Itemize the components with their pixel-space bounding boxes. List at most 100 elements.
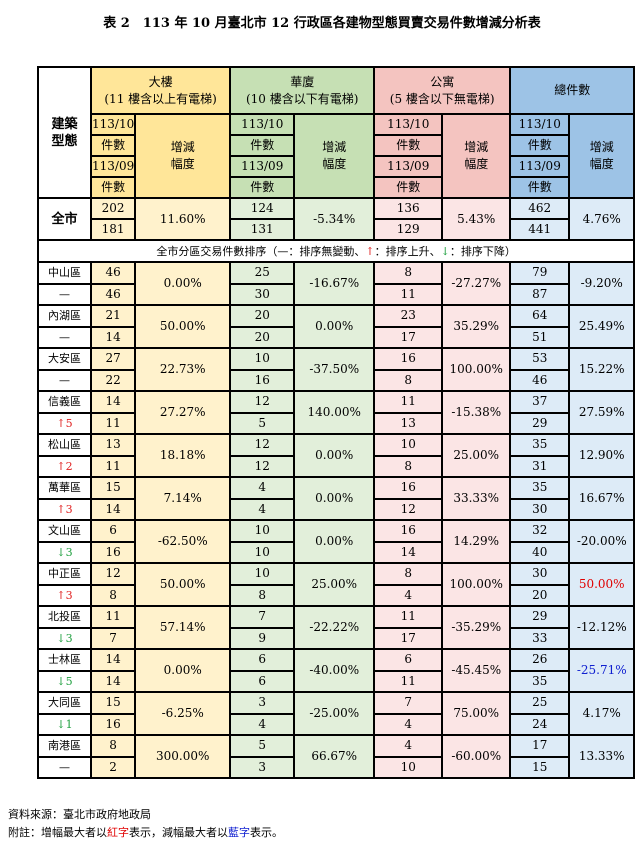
district-name: 信義區 bbox=[37, 390, 92, 414]
mansion-change: 0.00% bbox=[293, 304, 376, 349]
mansion-count: 5 bbox=[229, 411, 296, 435]
tower-change-header: 增減 幅度 bbox=[134, 113, 232, 199]
total-count: 40 bbox=[509, 540, 571, 564]
table-row: 北投區 11 57.14% 7 -22.22% 11 -35.29% 29 -12.12% bbox=[37, 605, 636, 650]
apartment-count: 11 bbox=[373, 390, 444, 414]
district-name: 文山區 bbox=[37, 519, 92, 543]
mansion-change: 25.00% bbox=[293, 562, 376, 607]
mansion-count: 6 bbox=[229, 669, 296, 693]
apartment-count: 11 bbox=[373, 669, 444, 693]
tower-period-label: 件數 bbox=[89, 134, 137, 157]
tower-count: 27 bbox=[89, 347, 137, 371]
mansion-change: -37.50% bbox=[293, 347, 376, 392]
district-name: 南港區 bbox=[37, 734, 92, 758]
total-change: 4.17% bbox=[568, 691, 636, 736]
rank-change: ↑3 bbox=[37, 583, 92, 607]
total-change: 16.67% bbox=[568, 476, 636, 521]
transaction-table: 建築 型態 大樓 (11 樓含以上有電梯) 華廈 (10 樓含以下有電梯) 公寓 (5 … bbox=[36, 66, 636, 779]
tower-count: 16 bbox=[89, 540, 137, 564]
apartment-count: 16 bbox=[373, 476, 444, 500]
tower-count: 16 bbox=[89, 712, 137, 736]
apartment-change: -15.38% bbox=[441, 390, 512, 435]
total-count: 15 bbox=[509, 755, 571, 779]
rank-change: ↓5 bbox=[37, 669, 92, 693]
mansion-count: 12 bbox=[229, 433, 296, 457]
tower-count: 46 bbox=[89, 282, 137, 306]
total-change: 27.59% bbox=[568, 390, 636, 435]
mansion-period-label: 113/09 bbox=[229, 155, 296, 178]
group-header-tower: 大樓 (11 樓含以上有電梯) bbox=[89, 66, 232, 115]
apartment-count: 8 bbox=[373, 261, 444, 285]
apartment-count: 17 bbox=[373, 626, 444, 650]
tower-count: 14 bbox=[89, 390, 137, 414]
apartment-count: 129 bbox=[373, 218, 444, 241]
tower-count: 14 bbox=[89, 648, 137, 672]
apartment-period-label: 件數 bbox=[373, 176, 444, 199]
table-row: —2 3 10 15 bbox=[37, 755, 634, 779]
apartment-period-label: 113/10 bbox=[373, 113, 444, 136]
group-header-total: 總件數 bbox=[509, 66, 636, 115]
total-count: 31 bbox=[509, 454, 571, 478]
total-count: 17 bbox=[509, 734, 571, 758]
mansion-change-header: 增減 幅度 bbox=[293, 113, 376, 199]
tower-count: 14 bbox=[89, 669, 137, 693]
mansion-change: 0.00% bbox=[293, 433, 376, 478]
total-count: 79 bbox=[509, 261, 571, 285]
total-period-label: 113/09 bbox=[509, 155, 571, 178]
tower-change: 0.00% bbox=[134, 648, 232, 693]
tower-count: 11 bbox=[89, 411, 137, 435]
total-change: -12.12% bbox=[568, 605, 636, 650]
tower-change: 50.00% bbox=[134, 562, 232, 607]
table-row: 大安區 27 22.73% 10 -37.50% 16 100.00% 53 15.22% bbox=[37, 347, 636, 392]
rank-change: ↓3 bbox=[37, 540, 92, 564]
tower-period-label: 113/10 bbox=[89, 113, 137, 136]
total-count: 25 bbox=[509, 691, 571, 715]
apartment-change-header: 增減 幅度 bbox=[441, 113, 512, 199]
total-count: 29 bbox=[509, 411, 571, 435]
tower-count: 6 bbox=[89, 519, 137, 543]
total-count: 37 bbox=[509, 390, 571, 414]
tower-change: 57.14% bbox=[134, 605, 232, 650]
table-row: ↓5 14 6 11 35 bbox=[37, 669, 634, 693]
total-count: 462 bbox=[509, 197, 571, 220]
rank-change: ↑2 bbox=[37, 454, 92, 478]
apartment-change: 5.43% bbox=[441, 197, 512, 241]
mansion-count: 4 bbox=[229, 497, 296, 521]
tower-change: 18.18% bbox=[134, 433, 232, 478]
apartment-count: 23 bbox=[373, 304, 444, 328]
apartment-count: 4 bbox=[373, 734, 444, 758]
mansion-period-label: 件數 bbox=[229, 176, 296, 199]
mansion-change: 140.00% bbox=[293, 390, 376, 435]
tower-count: 15 bbox=[89, 691, 137, 715]
tower-change: 11.60% bbox=[134, 197, 232, 241]
apartment-count: 14 bbox=[373, 540, 444, 564]
total-change: 25.49% bbox=[568, 304, 636, 349]
tower-count: 21 bbox=[89, 304, 137, 328]
mansion-count: 20 bbox=[229, 304, 296, 328]
rank-change: ↑5 bbox=[37, 411, 92, 435]
tower-count: 11 bbox=[89, 454, 137, 478]
apartment-count: 10 bbox=[373, 433, 444, 457]
mansion-count: 7 bbox=[229, 605, 296, 629]
note-text: 附註：增幅最大者以紅字表示，減幅最大者以藍字表示。 bbox=[8, 826, 283, 839]
mansion-change: -22.22% bbox=[293, 605, 376, 650]
total-change: 12.90% bbox=[568, 433, 636, 478]
total-count: 33 bbox=[509, 626, 571, 650]
total-count: 35 bbox=[509, 669, 571, 693]
total-period-label: 113/10 bbox=[509, 113, 571, 136]
table-row: 內湖區 21 50.00% 20 0.00% 23 35.29% 64 25.49% bbox=[37, 304, 636, 349]
apartment-count: 136 bbox=[373, 197, 444, 220]
tower-change: 7.14% bbox=[134, 476, 232, 521]
mansion-count: 12 bbox=[229, 390, 296, 414]
apartment-period-label: 113/09 bbox=[373, 155, 444, 178]
total-count: 29 bbox=[509, 605, 571, 629]
district-name: 萬華區 bbox=[37, 476, 92, 500]
apartment-change: -35.29% bbox=[441, 605, 512, 650]
apartment-count: 4 bbox=[373, 712, 444, 736]
tower-count: 11 bbox=[89, 605, 137, 629]
apartment-period-label: 件數 bbox=[373, 134, 444, 157]
tower-change: 22.73% bbox=[134, 347, 232, 392]
tower-count: 12 bbox=[89, 562, 137, 586]
total-count: 32 bbox=[509, 519, 571, 543]
total-count: 46 bbox=[509, 368, 571, 392]
